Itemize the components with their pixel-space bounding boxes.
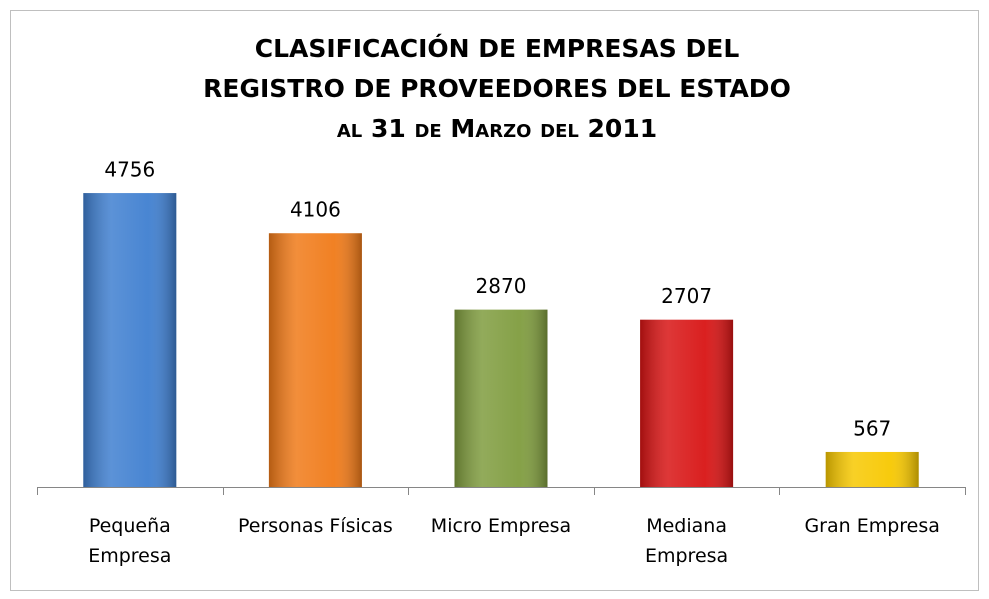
value-label: 2707 xyxy=(661,284,712,308)
value-label: 4106 xyxy=(290,198,341,222)
x-tick-label: Gran Empresa xyxy=(804,515,940,537)
value-label: 4756 xyxy=(104,158,155,182)
bar-shade xyxy=(825,451,919,487)
bar-shade xyxy=(268,233,362,487)
x-tick-label: Micro Empresa xyxy=(430,515,572,537)
bar-shade xyxy=(83,193,177,487)
x-tick-label: Mediana Empresa xyxy=(644,515,729,567)
chart-title: REGISTRO DE PROVEEDORES DEL ESTADO xyxy=(203,74,791,103)
x-tick-label: Pequeña Empresa xyxy=(88,515,172,567)
bar-shade xyxy=(640,319,734,487)
value-label: 567 xyxy=(853,416,891,440)
bar-shade xyxy=(454,309,548,487)
chart-title: CLASIFICACIÓN DE EMPRESAS DEL xyxy=(255,33,740,63)
chart-subtitle: al 31 de Marzo del 2011 xyxy=(337,114,657,143)
x-tick-label: Personas Físicas xyxy=(237,515,393,537)
value-label: 2870 xyxy=(476,274,527,298)
